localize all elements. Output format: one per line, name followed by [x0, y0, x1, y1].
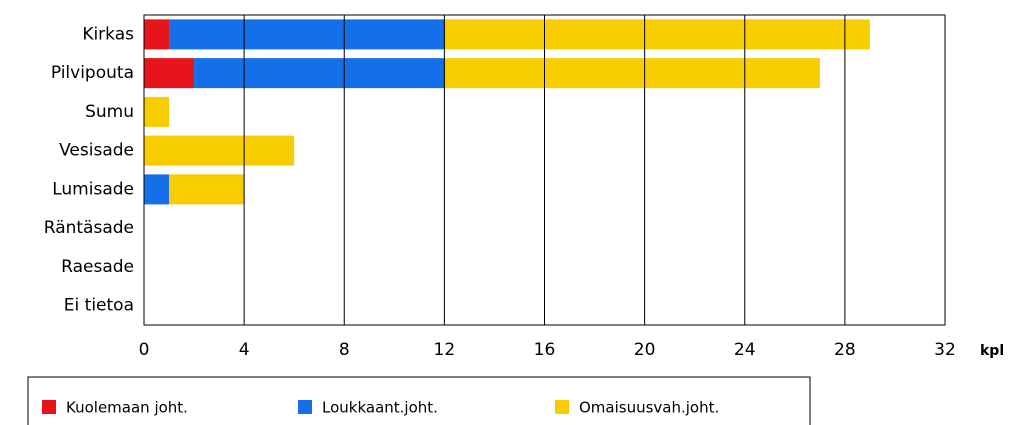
x-tick-label: 12 — [434, 340, 456, 360]
x-tick-label: 20 — [634, 340, 656, 360]
y-tick-label: Raesade — [61, 257, 134, 277]
y-tick-label: Sumu — [85, 102, 134, 122]
legend-label: Loukkaant.joht. — [322, 399, 438, 417]
x-tick-label: 16 — [534, 340, 556, 360]
y-tick-label: Vesisade — [59, 141, 134, 161]
bar — [169, 174, 245, 205]
x-tick-label: 24 — [734, 340, 756, 360]
bar — [194, 58, 445, 89]
bar — [144, 58, 195, 89]
x-tick-label: 32 — [934, 340, 956, 360]
y-tick-label: Räntäsade — [44, 218, 134, 238]
y-tick-label: Kirkas — [82, 24, 134, 44]
legend-label: Omaisuusvah.joht. — [579, 399, 719, 417]
legend-label: Kuolemaan joht. — [66, 399, 188, 417]
x-tick-label: 8 — [339, 340, 350, 360]
x-tick-label: 28 — [834, 340, 856, 360]
bar — [169, 19, 445, 50]
y-tick-label: Pilvipouta — [51, 63, 134, 83]
bar — [444, 58, 820, 89]
bar — [144, 135, 295, 166]
legend-box — [27, 376, 811, 425]
bar — [444, 19, 870, 50]
legend-swatch — [555, 400, 569, 414]
x-tick-label: 4 — [239, 340, 250, 360]
y-tick-label: Lumisade — [52, 179, 134, 199]
legend-swatch — [42, 400, 56, 414]
y-tick-label: Ei tietoa — [64, 296, 134, 316]
bar — [144, 96, 170, 127]
plot-border — [143, 14, 946, 326]
bar — [144, 174, 170, 205]
legend-swatch — [298, 400, 312, 414]
bar — [144, 19, 170, 50]
x-axis-label: kpl — [980, 343, 1004, 359]
x-tick-label: 0 — [139, 340, 150, 360]
